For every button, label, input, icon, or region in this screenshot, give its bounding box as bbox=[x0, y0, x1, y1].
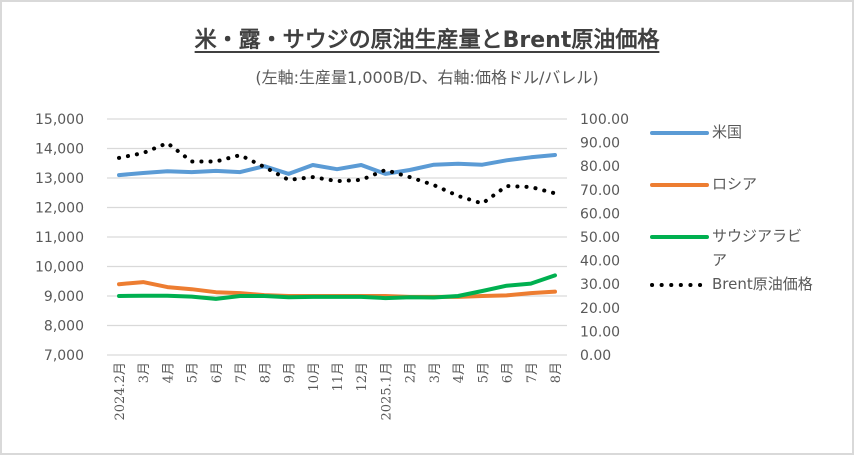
left-tick-label: 11,000 bbox=[35, 230, 84, 246]
x-tick-label: 6月 bbox=[501, 362, 516, 383]
left-tick-label: 12,000 bbox=[35, 201, 84, 217]
left-tick-label: 8,000 bbox=[44, 319, 84, 335]
x-tick-label: 2025.1月 bbox=[379, 362, 394, 421]
right-tick-label: 10.00 bbox=[580, 324, 620, 340]
chart-subtitle: (左軸:生産量1,000B/D、右軸:価格ドル/バレル) bbox=[255, 68, 599, 87]
x-tick-label: 10月 bbox=[307, 362, 322, 392]
right-axis-ticks: 100.00 90.00 80.00 70.00 60.00 50.00 40.00 30.0… bbox=[580, 112, 629, 364]
legend-label-saudi: サウジアラビ bbox=[712, 227, 803, 245]
x-tick-label: 12月 bbox=[355, 362, 370, 392]
left-tick-label: 10,000 bbox=[35, 260, 84, 276]
x-tick-label: 8月 bbox=[549, 362, 564, 383]
right-tick-label: 50.00 bbox=[580, 230, 620, 246]
right-tick-label: 70.00 bbox=[580, 183, 620, 199]
x-tick-label: 6月 bbox=[210, 362, 225, 383]
left-tick-label: 9,000 bbox=[44, 289, 84, 305]
left-axis-ticks: 15,000 14,000 13,000 12,000 11,000 10,000 9,00… bbox=[35, 112, 84, 364]
x-tick-label: 7月 bbox=[234, 362, 249, 383]
right-tick-label: 80.00 bbox=[580, 159, 620, 175]
x-tick-label: 5月 bbox=[476, 362, 491, 383]
chart-title: 米・露・サウジの原油生産量とBrent原油価格 bbox=[0, 22, 854, 54]
series-lines bbox=[117, 141, 557, 301]
legend-label-saudi-wrap: ア bbox=[712, 251, 728, 269]
right-tick-label: 30.00 bbox=[580, 277, 620, 293]
x-tick-label: 2月 bbox=[404, 362, 419, 383]
legend-label-russia: ロシア bbox=[712, 175, 758, 193]
x-tick-label: 9月 bbox=[283, 362, 298, 383]
left-tick-label: 14,000 bbox=[35, 142, 84, 158]
left-tick-label: 13,000 bbox=[35, 171, 84, 187]
series-line-0 bbox=[117, 153, 557, 178]
series-line-3 bbox=[117, 141, 557, 206]
right-tick-label: 20.00 bbox=[580, 301, 620, 317]
left-tick-label: 15,000 bbox=[35, 112, 84, 128]
right-tick-label: 60.00 bbox=[580, 206, 620, 222]
legend-label-brent: Brent原油価格 bbox=[712, 275, 813, 293]
x-tick-label: 3月 bbox=[428, 362, 443, 383]
x-tick-label: 5月 bbox=[186, 362, 201, 383]
right-tick-label: 40.00 bbox=[580, 254, 620, 270]
x-tick-label: 2024.2月 bbox=[113, 362, 128, 421]
chart-title-text: 米・露・サウジの原油生産量とBrent原油価格 bbox=[194, 28, 660, 53]
legend-label-us: 米国 bbox=[712, 123, 743, 141]
series-line-2 bbox=[117, 273, 557, 301]
gridlines bbox=[107, 118, 567, 356]
x-tick-label: 7月 bbox=[525, 362, 540, 383]
x-tick-label: 11月 bbox=[331, 362, 346, 392]
x-tick-label: 3月 bbox=[137, 362, 152, 383]
left-tick-label: 7,000 bbox=[44, 348, 84, 364]
legend bbox=[650, 131, 709, 287]
right-tick-label: 0.00 bbox=[580, 348, 611, 364]
x-axis-ticks: 2024.2月 3月 4月 5月 6月 7月 8月 9月 10月 11月 12月 2025.1月 2月 3… bbox=[113, 362, 564, 421]
right-tick-label: 90.00 bbox=[580, 136, 620, 152]
right-tick-label: 100.00 bbox=[580, 112, 629, 128]
x-tick-label: 8月 bbox=[258, 362, 273, 383]
x-tick-label: 4月 bbox=[161, 362, 176, 383]
x-tick-label: 4月 bbox=[452, 362, 467, 383]
